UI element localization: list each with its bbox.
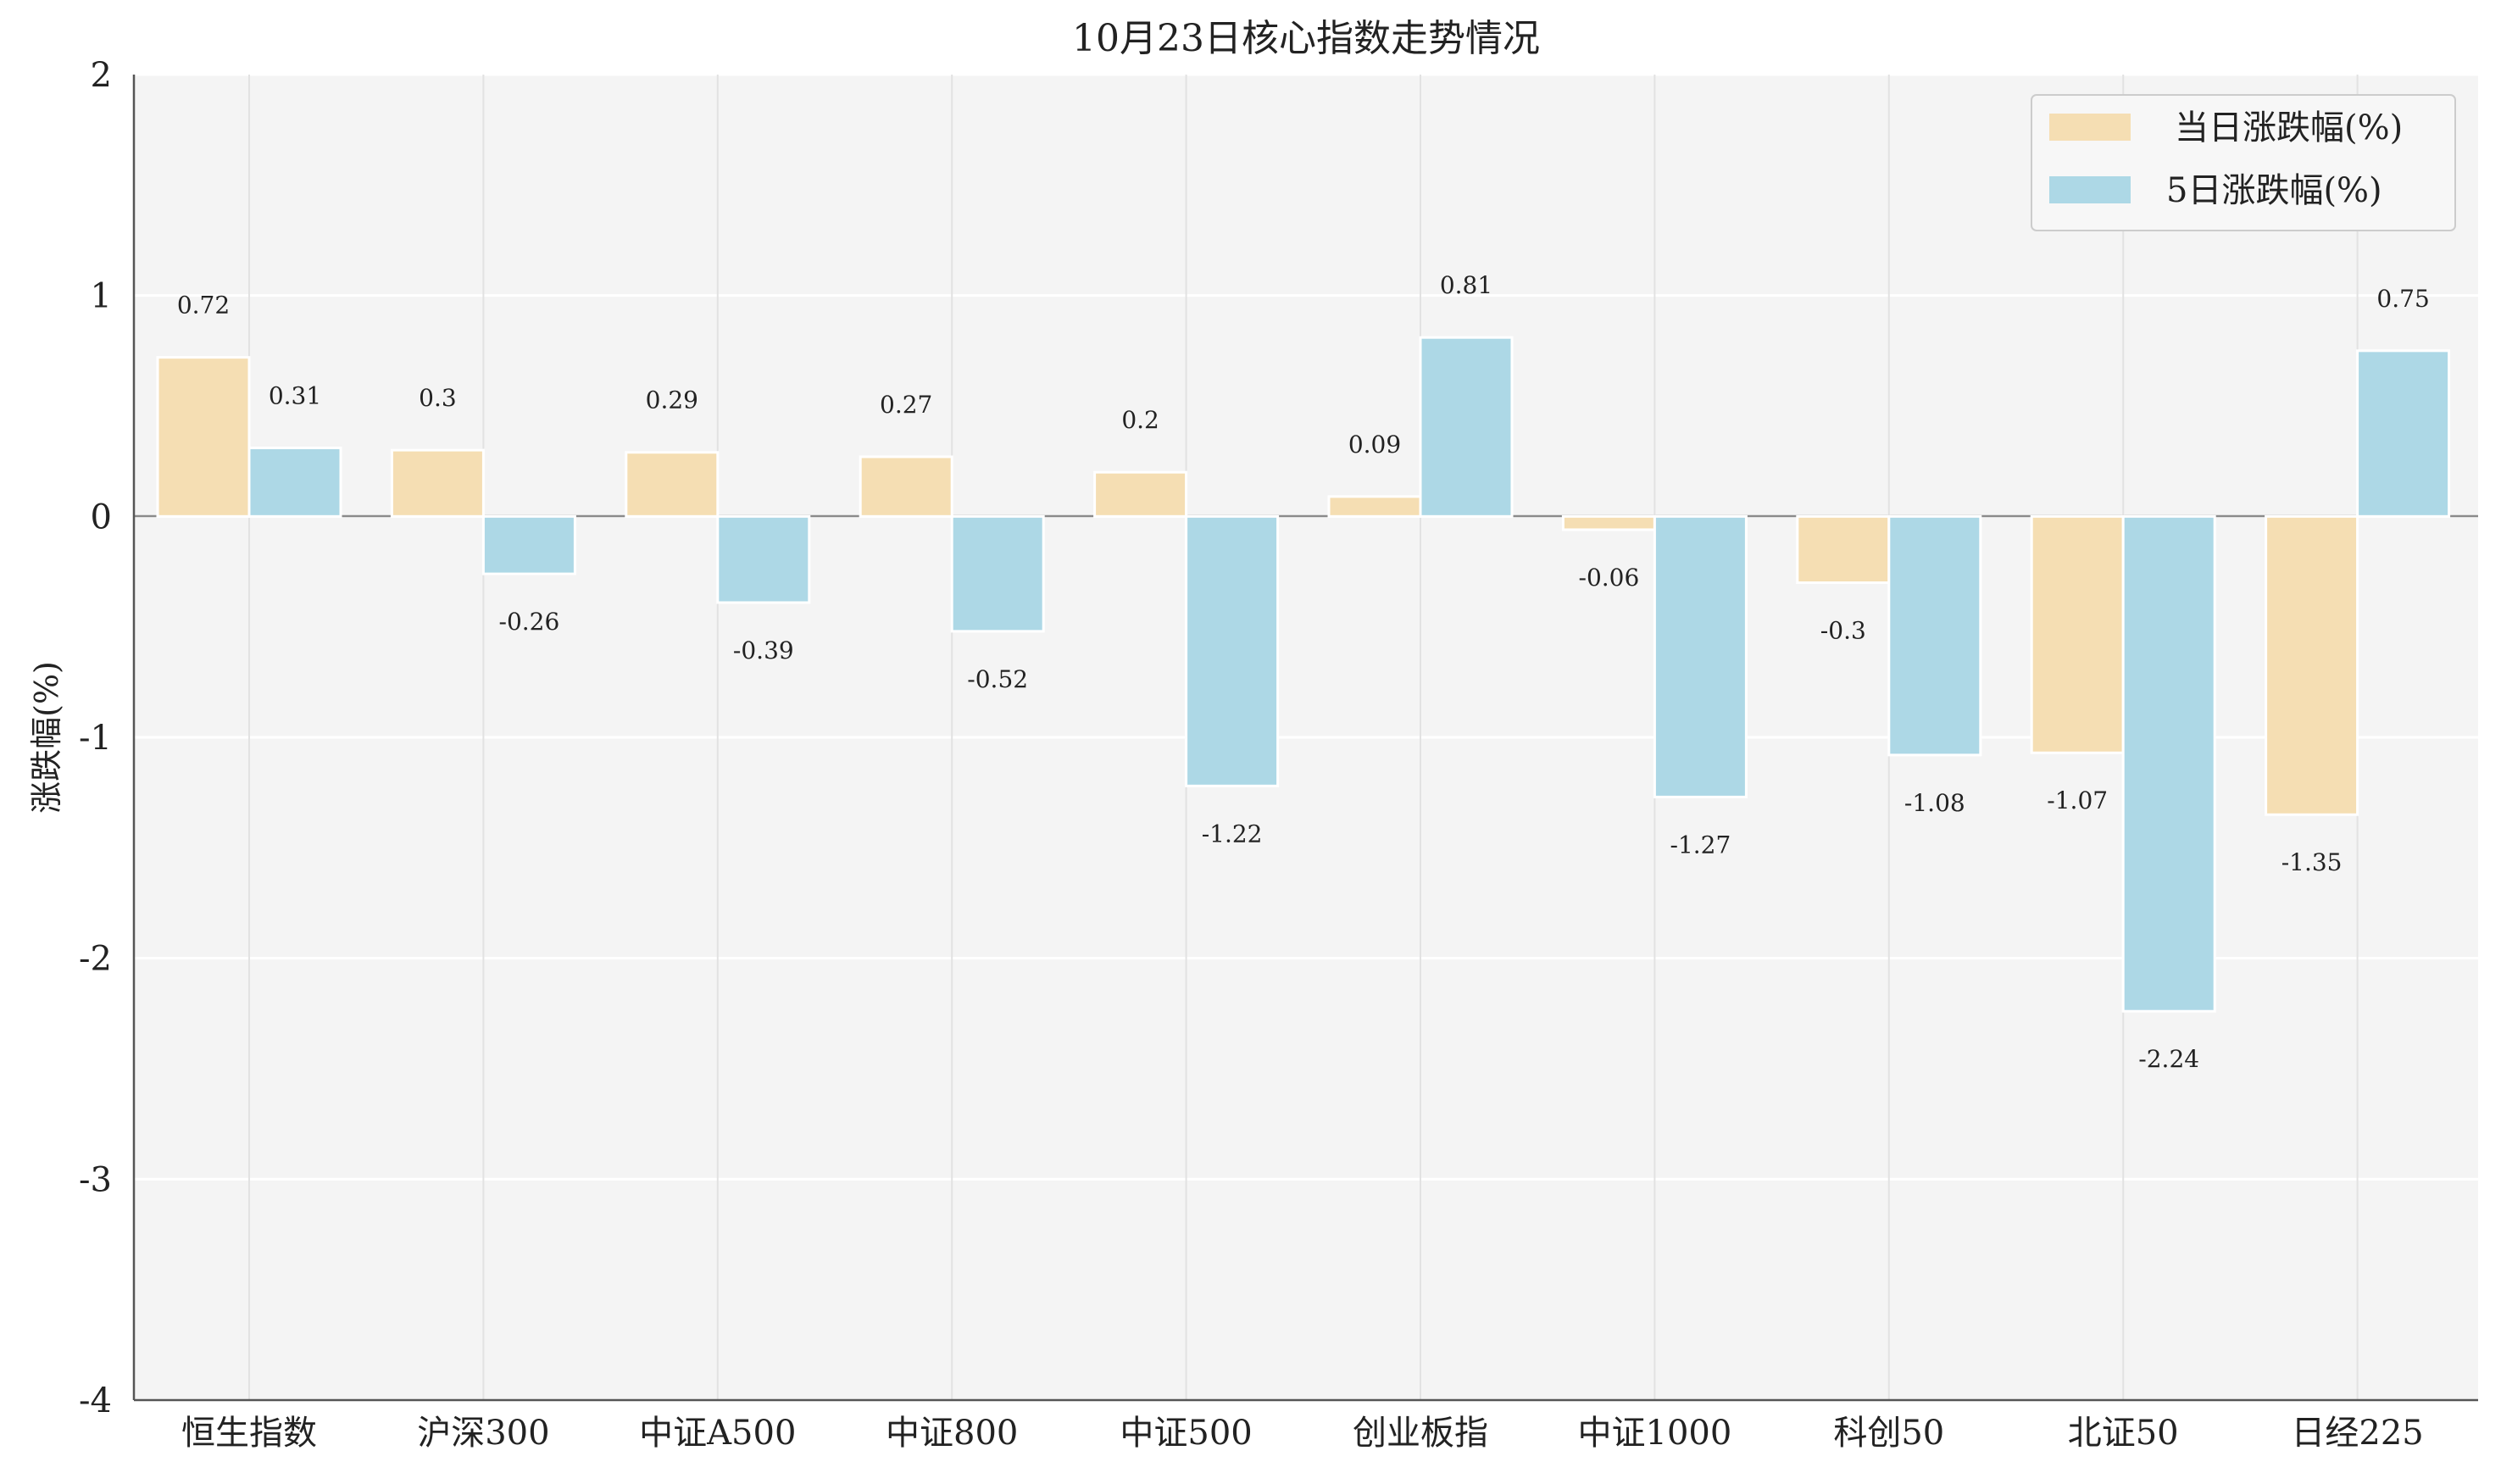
legend-swatch-5day (2049, 176, 2131, 203)
legend-label-5day: 5日涨跌幅(%) (2166, 171, 2382, 210)
y-tick-label: -2 (79, 940, 112, 979)
bar-daily-4 (1093, 470, 1188, 518)
x-tick-label: 中证1000 (1578, 1414, 1732, 1453)
y-tick-label: -3 (79, 1160, 112, 1199)
bar-5day-7 (1887, 514, 1982, 757)
data-label-5day-1: -0.26 (498, 608, 559, 636)
bar-5day-9 (2356, 349, 2451, 518)
x-tick-label: 恒生指数 (181, 1414, 317, 1453)
data-label-5day-6: -1.27 (1670, 831, 1731, 859)
x-tick-label: 创业板指 (1353, 1414, 1488, 1453)
bar-5day-8 (2121, 514, 2216, 1013)
data-label-daily-4: 0.2 (1121, 406, 1159, 434)
data-label-5day-5: 0.81 (1440, 271, 1492, 299)
bar-daily-6 (1561, 514, 1656, 531)
y-axis-label: 涨跌幅(%) (28, 661, 65, 814)
bar-daily-3 (859, 455, 953, 518)
bar-5day-5 (1419, 336, 1514, 518)
data-label-daily-5: 0.09 (1348, 431, 1401, 459)
x-tick-label: 沪深300 (417, 1414, 549, 1453)
data-label-5day-4: -1.22 (1202, 820, 1263, 848)
bar-5day-3 (950, 514, 1045, 633)
y-tick-label: -1 (79, 719, 112, 758)
bar-5day-0 (247, 447, 342, 518)
data-label-5day-3: -0.52 (967, 665, 1028, 693)
data-label-5day-7: -1.08 (1904, 789, 1965, 817)
chart-title: 10月23日核心指数走势情况 (1072, 17, 1540, 60)
bar-5day-6 (1653, 514, 1748, 798)
data-label-daily-9: -1.35 (2281, 848, 2343, 876)
bar-daily-7 (1796, 514, 1891, 585)
bar-daily-0 (156, 356, 251, 518)
bars (156, 336, 2451, 1013)
data-label-5day-2: -0.39 (733, 636, 794, 664)
legend-swatch-daily (2049, 114, 2131, 141)
legend-label-daily: 当日涨跌幅(%) (2175, 108, 2403, 147)
x-tick-label: 中证A500 (639, 1414, 796, 1453)
bar-5day-4 (1185, 514, 1280, 787)
data-label-daily-2: 0.29 (646, 386, 698, 414)
data-label-5day-9: 0.75 (2376, 285, 2429, 313)
legend: 当日涨跌幅(%) 5日涨跌幅(%) (2031, 94, 2456, 231)
x-tick-label: 中证800 (886, 1414, 1018, 1453)
y-tick-label: -4 (79, 1381, 112, 1420)
data-label-daily-1: 0.3 (419, 384, 457, 412)
bar-daily-1 (390, 448, 485, 518)
data-label-daily-3: 0.27 (880, 391, 932, 419)
y-tick-label: 2 (91, 56, 112, 95)
data-labels: 0.72 0.3 0.29 0.27 0.2 0.09 -0.06 -0.3 -1.07 -1.3… (177, 271, 2430, 1073)
bar-5day-2 (716, 514, 811, 604)
data-label-daily-8: -1.07 (2047, 786, 2108, 814)
data-label-daily-7: -0.3 (1820, 617, 1866, 645)
bar-5day-1 (481, 514, 576, 575)
data-label-daily-6: -0.06 (1578, 564, 1639, 592)
x-tick-label: 中证500 (1120, 1414, 1252, 1453)
x-axis-ticks: 恒生指数 沪深300 中证A500 中证800 中证500 创业板指 中证1000 科创50 北… (181, 1414, 2424, 1453)
y-tick-label: 1 (91, 277, 112, 316)
x-tick-label: 科创50 (1833, 1414, 1944, 1453)
y-tick-label: 0 (91, 497, 112, 536)
bar-daily-2 (625, 451, 720, 518)
data-label-daily-0: 0.72 (177, 292, 230, 320)
legend-box (2031, 94, 2456, 231)
y-axis-ticks: 2 1 0 -1 -2 -3 -4 (79, 56, 112, 1420)
bar-daily-9 (2265, 514, 2359, 816)
bar-daily-8 (2030, 514, 2125, 754)
x-tick-label: 北证50 (2068, 1414, 2179, 1453)
x-tick-label: 日经225 (2291, 1414, 2423, 1453)
bar-daily-5 (1327, 495, 1422, 518)
data-label-5day-0: 0.31 (269, 382, 321, 410)
data-label-5day-8: -2.24 (2138, 1045, 2199, 1073)
